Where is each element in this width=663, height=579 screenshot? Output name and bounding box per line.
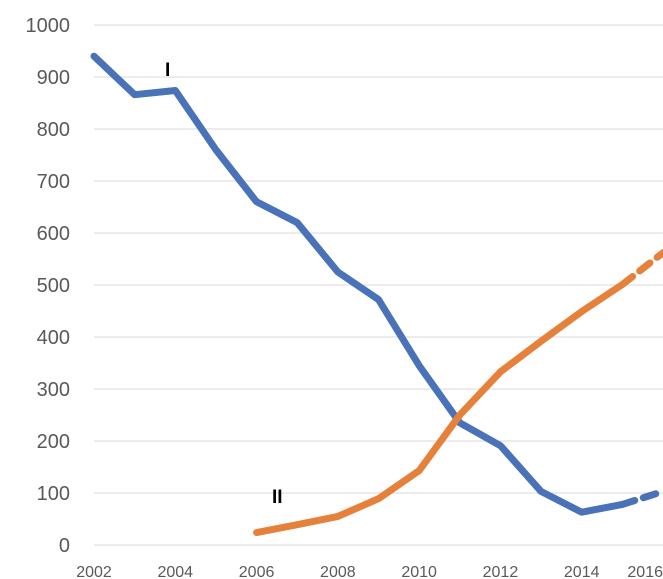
x-tick-label-2008: 2008 bbox=[320, 564, 356, 579]
y-tick-label-300: 300 bbox=[37, 379, 70, 401]
series-label-ii: II bbox=[272, 487, 283, 508]
axis-layer: 0 100 200 300 400 500 600 700 800 900 1000 2002 2004… bbox=[26, 15, 663, 579]
label-layer: I II bbox=[165, 60, 283, 508]
x-tick-label-2006: 2006 bbox=[239, 564, 275, 579]
series-i-projection-line bbox=[618, 487, 663, 508]
x-tick-label-2016: 2016 bbox=[627, 564, 663, 579]
x-tick-label-2012: 2012 bbox=[483, 564, 519, 579]
series-i-solid-line bbox=[90, 52, 626, 516]
x-tick-label-2002: 2002 bbox=[76, 564, 112, 579]
y-tick-label-900: 900 bbox=[37, 67, 70, 89]
y-tick-label-800: 800 bbox=[37, 119, 70, 141]
x-tick-label-2010: 2010 bbox=[401, 564, 437, 579]
series-label-i: I bbox=[165, 60, 170, 81]
series-ii-projection-line bbox=[618, 249, 663, 288]
y-tick-label-100: 100 bbox=[37, 483, 70, 505]
y-tick-label-500: 500 bbox=[37, 275, 70, 297]
y-tick-label-1000: 1000 bbox=[26, 15, 71, 37]
y-tick-label-600: 600 bbox=[37, 223, 70, 245]
y-tick-label-700: 700 bbox=[37, 171, 70, 193]
y-tick-label-400: 400 bbox=[37, 327, 70, 349]
series-ii-solid-line bbox=[253, 280, 626, 537]
x-tick-label-2004: 2004 bbox=[157, 564, 193, 579]
y-tick-label-200: 200 bbox=[37, 431, 70, 453]
y-tick-label-0: 0 bbox=[59, 535, 70, 557]
x-tick-label-2014: 2014 bbox=[564, 564, 600, 579]
series-layer bbox=[90, 52, 663, 537]
grid-layer bbox=[94, 24, 663, 546]
